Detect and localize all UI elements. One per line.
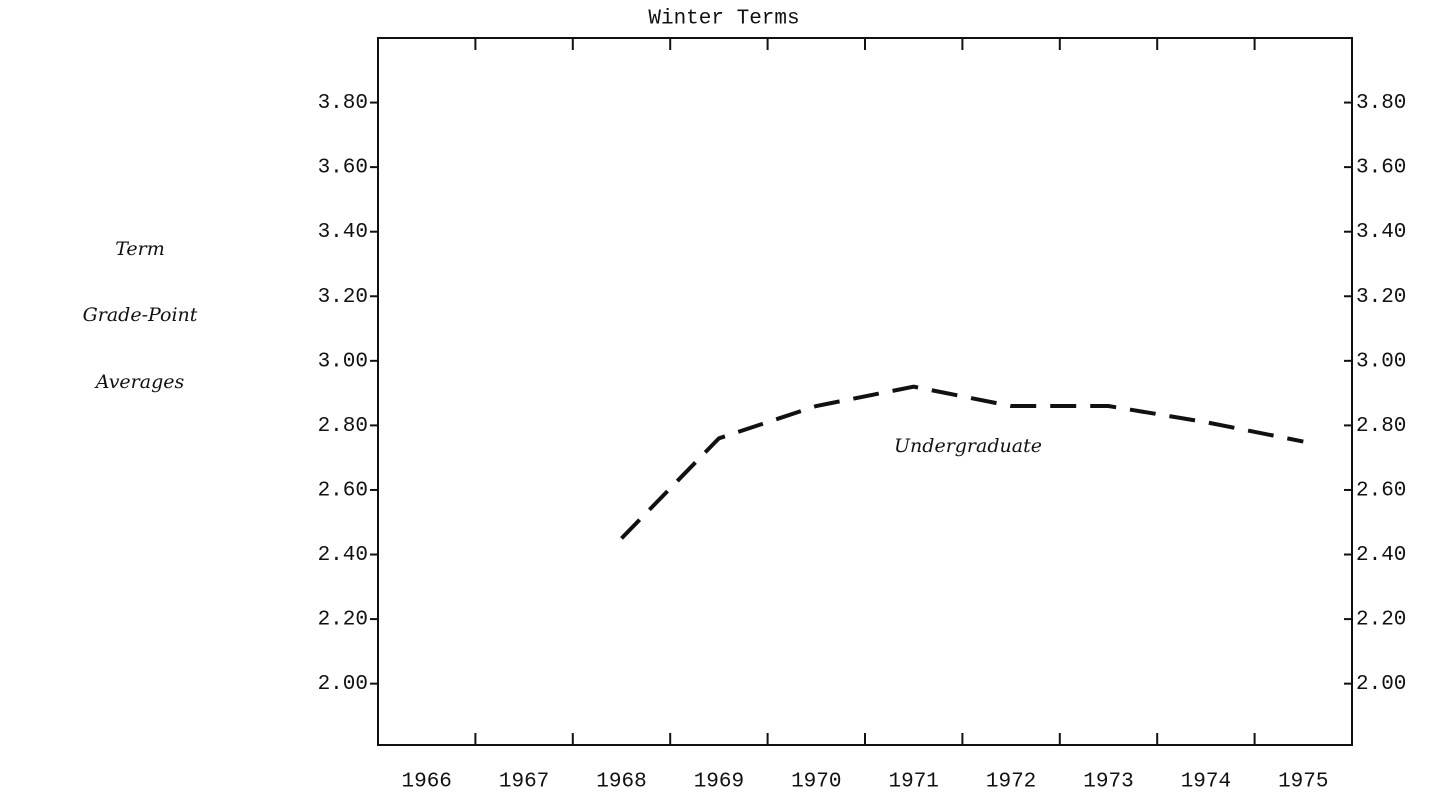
y2-tick-label: 2.40	[1356, 544, 1406, 567]
y2-tick-label: 2.00	[1356, 673, 1406, 696]
y2-tick-label: 2.80	[1356, 415, 1406, 438]
y-tick-label: 3.20	[318, 286, 368, 309]
y-tick-label: 2.60	[318, 480, 368, 503]
y-tick-label: 2.00	[318, 673, 368, 696]
x-tick-label: 1966	[401, 771, 451, 794]
y-axis-label: Averages	[94, 371, 185, 393]
y2-tick-label: 3.80	[1356, 92, 1406, 115]
annotation: Undergraduate	[894, 435, 1042, 457]
y-tick-label: 2.20	[318, 609, 368, 632]
plot-frame	[377, 37, 1353, 746]
y-tick-label: 2.40	[318, 544, 368, 567]
y2-tick-label: 3.60	[1356, 157, 1406, 180]
y-tick-label: 3.60	[318, 157, 368, 180]
chart-title: Winter Terms	[648, 8, 799, 31]
x-tick-label: 1974	[1181, 771, 1231, 794]
y2-tick-label: 2.20	[1356, 609, 1406, 632]
x-tick-label: 1971	[888, 771, 938, 794]
y-tick-label: 3.00	[318, 350, 368, 373]
x-tick-label: 1973	[1083, 771, 1133, 794]
y2-tick-label: 2.60	[1356, 480, 1406, 503]
y-tick-label: 3.40	[318, 221, 368, 244]
x-tick-label: 1969	[694, 771, 744, 794]
y2-tick-label: 3.20	[1356, 286, 1406, 309]
x-tick-label: 1967	[499, 771, 549, 794]
y-axis-label: Term	[115, 238, 165, 260]
x-tick-label: 1975	[1278, 771, 1328, 794]
data-line	[620, 384, 1304, 540]
y-tick-label: 3.80	[318, 92, 368, 115]
y2-tick-label: 3.00	[1356, 350, 1406, 373]
y-axis-label: Grade-Point	[83, 304, 198, 326]
x-tick-label: 1970	[791, 771, 841, 794]
y2-tick-label: 3.40	[1356, 221, 1406, 244]
x-tick-label: 1968	[596, 771, 646, 794]
y-tick-label: 2.80	[318, 415, 368, 438]
x-tick-label: 1972	[986, 771, 1036, 794]
